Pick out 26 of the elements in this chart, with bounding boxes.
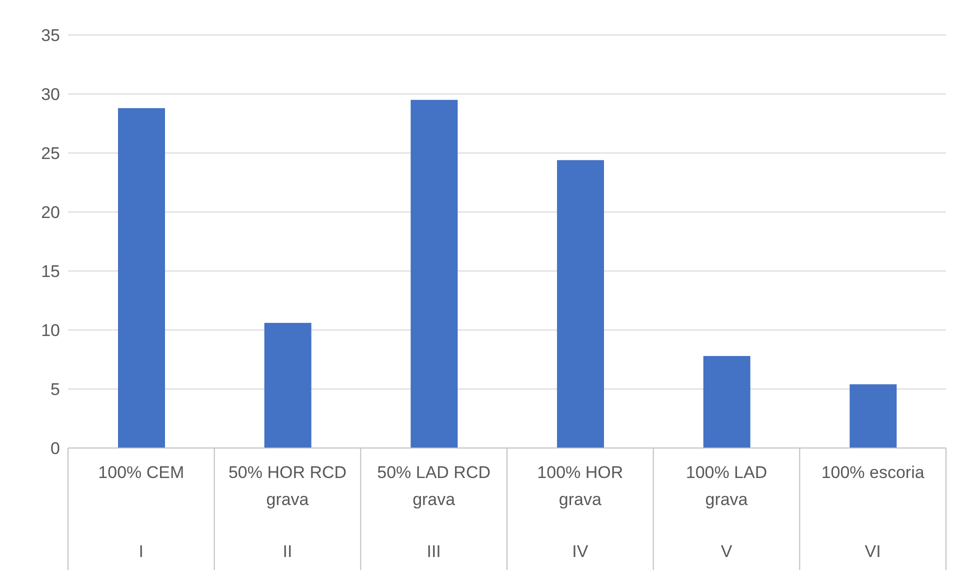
y-tick-label: 15 bbox=[41, 262, 60, 282]
bar bbox=[850, 384, 897, 448]
text: VI bbox=[864, 542, 881, 561]
bar bbox=[703, 356, 750, 448]
x-tick-label: 50% LAD RCD grava bbox=[377, 463, 491, 509]
bar bbox=[118, 108, 165, 448]
x-tick-label: 100% CEM bbox=[98, 463, 184, 482]
text: IV bbox=[572, 542, 589, 561]
text: V bbox=[720, 542, 733, 561]
y-tick-label: 20 bbox=[41, 203, 60, 222]
x-tick-label: 100% HOR grava bbox=[537, 463, 624, 509]
y-tick-label: 0 bbox=[50, 439, 60, 458]
y-tick-label: 35 bbox=[41, 26, 60, 46]
bar bbox=[264, 322, 312, 448]
text: I bbox=[138, 542, 144, 561]
y-tick-label: 5 bbox=[50, 380, 60, 400]
y-tick-label: 25 bbox=[41, 144, 60, 164]
bar bbox=[410, 100, 458, 448]
x-tick-label: 100% LAD grava bbox=[686, 463, 768, 509]
x-tick-label: 100% escoria bbox=[821, 463, 925, 482]
y-tick-label: 10 bbox=[41, 321, 60, 340]
bar bbox=[557, 160, 604, 448]
y-tick-label: 30 bbox=[41, 85, 60, 104]
x-tick-label: 50% HOR RCD grava bbox=[228, 463, 347, 509]
text: III bbox=[426, 542, 441, 561]
text: II bbox=[282, 542, 292, 561]
